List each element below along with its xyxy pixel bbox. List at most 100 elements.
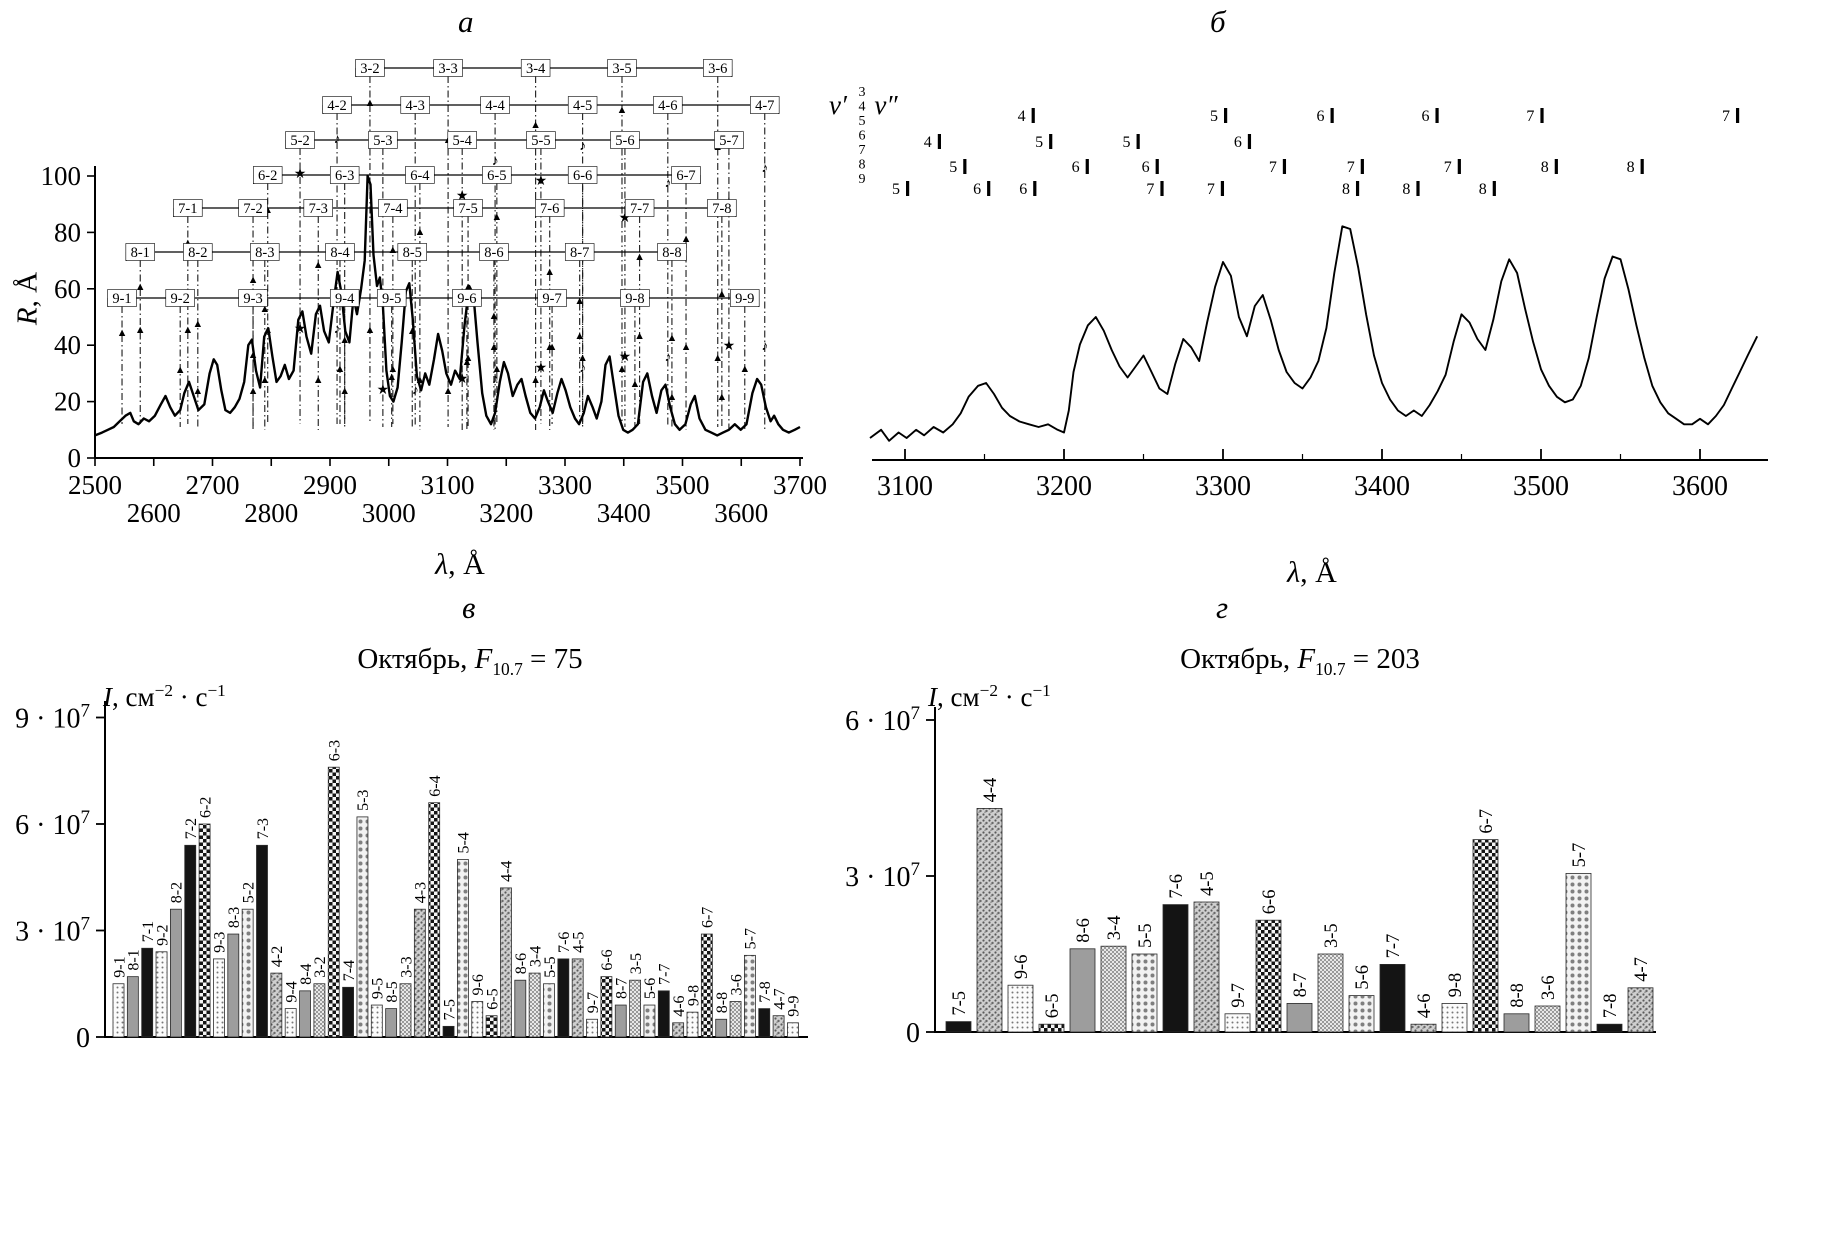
svg-text:4-2: 4-2 [327, 98, 346, 114]
bar-7-1 [141, 947, 154, 1038]
svg-text:6-5: 6-5 [487, 168, 506, 184]
svg-text:▲: ▲ [544, 341, 555, 353]
svg-text:3500: 3500 [1513, 471, 1569, 502]
bar-8-8 [715, 1018, 728, 1038]
svg-text:★: ★ [535, 174, 548, 189]
svg-text:▲: ▲ [629, 378, 640, 390]
svg-text:♪: ♪ [664, 350, 671, 365]
bar-9-8 [686, 1011, 699, 1038]
bar-9-8 [1441, 1002, 1468, 1033]
svg-text:5-6: 5-6 [1353, 965, 1373, 990]
svg-text:6-7: 6-7 [1477, 809, 1497, 834]
svg-text:▲: ▲ [386, 371, 397, 383]
svg-text:7-5: 7-5 [950, 991, 970, 1016]
svg-text:7-3: 7-3 [309, 201, 328, 217]
bar-4-6 [672, 1022, 685, 1038]
svg-text:8: 8 [1541, 159, 1549, 176]
bar-6-5 [1038, 1023, 1065, 1033]
svg-text:4-6: 4-6 [1415, 994, 1435, 1019]
bar-7-8 [1596, 1023, 1623, 1033]
svg-text:6-6: 6-6 [1260, 890, 1280, 915]
svg-text:4-4: 4-4 [981, 778, 1001, 803]
svg-text:8: 8 [1342, 181, 1350, 198]
svg-text:▲: ▲ [461, 356, 472, 368]
svg-text:▲: ▲ [192, 318, 203, 330]
svg-text:8-3: 8-3 [226, 907, 243, 928]
svg-text:60: 60 [54, 274, 81, 304]
svg-text:▲: ▲ [574, 330, 585, 342]
svg-text:▲: ▲ [530, 374, 541, 386]
svg-text:3300: 3300 [1195, 471, 1251, 502]
svg-text:▲: ▲ [547, 341, 558, 353]
svg-text:6-2: 6-2 [197, 797, 214, 818]
svg-text:7: 7 [859, 143, 866, 158]
svg-text:♪: ♪ [492, 372, 499, 387]
svg-text:3700: 3700 [773, 470, 827, 500]
bar-7-6 [1162, 904, 1189, 1033]
svg-text:▲: ▲ [135, 281, 146, 293]
svg-text:3000: 3000 [362, 498, 416, 528]
svg-text:▲: ▲ [617, 363, 628, 375]
bar-4-6 [1410, 1023, 1437, 1033]
svg-text:8: 8 [1402, 181, 1410, 198]
svg-text:4-7: 4-7 [755, 98, 774, 114]
svg-text:100: 100 [41, 161, 82, 191]
spectrum-series [94, 174, 801, 437]
bar-9-3 [213, 958, 225, 1038]
bar-4-3 [413, 908, 426, 1038]
svg-text:5-3: 5-3 [373, 133, 392, 149]
bar-6-3 [327, 766, 340, 1038]
svg-text:8: 8 [1479, 181, 1487, 198]
svg-text:7-8: 7-8 [757, 981, 774, 1002]
bar-9-7 [586, 1018, 598, 1038]
svg-text:9-9: 9-9 [735, 291, 754, 307]
svg-text:4: 4 [859, 100, 866, 115]
svg-text:8: 8 [859, 158, 866, 173]
svg-text:5-5: 5-5 [531, 133, 550, 149]
svg-text:7-8: 7-8 [712, 201, 731, 217]
svg-text:3-3: 3-3 [398, 956, 415, 977]
panel-a-spectrum-chart: 2500 2700 2900 3100 3300 3500 3700 2600 2800 3000… [41, 59, 827, 528]
svg-text:4: 4 [1018, 108, 1026, 125]
svg-text:9-5: 9-5 [370, 978, 387, 999]
svg-text:8-7: 8-7 [614, 978, 631, 999]
bar-8-6 [514, 979, 527, 1038]
bar-6-7 [700, 933, 713, 1038]
svg-text:▲: ▲ [117, 327, 128, 339]
svg-text:▲: ▲ [666, 332, 677, 344]
svg-text:♪: ♪ [579, 139, 586, 154]
svg-text:8-6: 8-6 [1074, 918, 1094, 943]
svg-text:6-4: 6-4 [427, 775, 444, 796]
svg-text:6: 6 [1421, 108, 1429, 125]
svg-text:3500: 3500 [656, 470, 710, 500]
svg-text:▲: ▲ [681, 233, 692, 245]
svg-text:9-9: 9-9 [786, 995, 803, 1016]
svg-text:7-8: 7-8 [1601, 994, 1621, 1019]
svg-text:6-4: 6-4 [410, 168, 430, 184]
svg-text:3100: 3100 [877, 471, 933, 502]
svg-text:▲: ▲ [192, 385, 203, 397]
svg-text:6-2: 6-2 [258, 168, 277, 184]
svg-text:8-5: 8-5 [384, 981, 401, 1002]
svg-text:6-3: 6-3 [327, 740, 344, 761]
bar-8-3 [227, 933, 240, 1038]
svg-text:▲: ▲ [634, 330, 645, 342]
svg-text:3-4: 3-4 [526, 61, 546, 77]
svg-text:8-1: 8-1 [131, 245, 150, 261]
bar-6-6 [1255, 919, 1282, 1033]
svg-text:4: 4 [924, 134, 932, 151]
svg-text:▲: ▲ [339, 385, 350, 397]
svg-text:9-7: 9-7 [542, 291, 561, 307]
bar-6-7 [1472, 839, 1499, 1033]
svg-text:3: 3 [859, 85, 866, 100]
panel-v-letter: в [462, 590, 476, 625]
svg-text:3-2: 3-2 [312, 956, 329, 977]
svg-text:0: 0 [76, 1023, 90, 1054]
bars: 9-18-17-19-28-27-26-29-38-35-27-34-29-48… [111, 740, 803, 1038]
svg-text:▲: ▲ [666, 391, 677, 403]
bar-4-7 [1627, 987, 1654, 1033]
svg-text:▲: ▲ [387, 244, 398, 256]
svg-text:4-5: 4-5 [573, 98, 592, 114]
svg-text:7-2: 7-2 [183, 818, 200, 839]
